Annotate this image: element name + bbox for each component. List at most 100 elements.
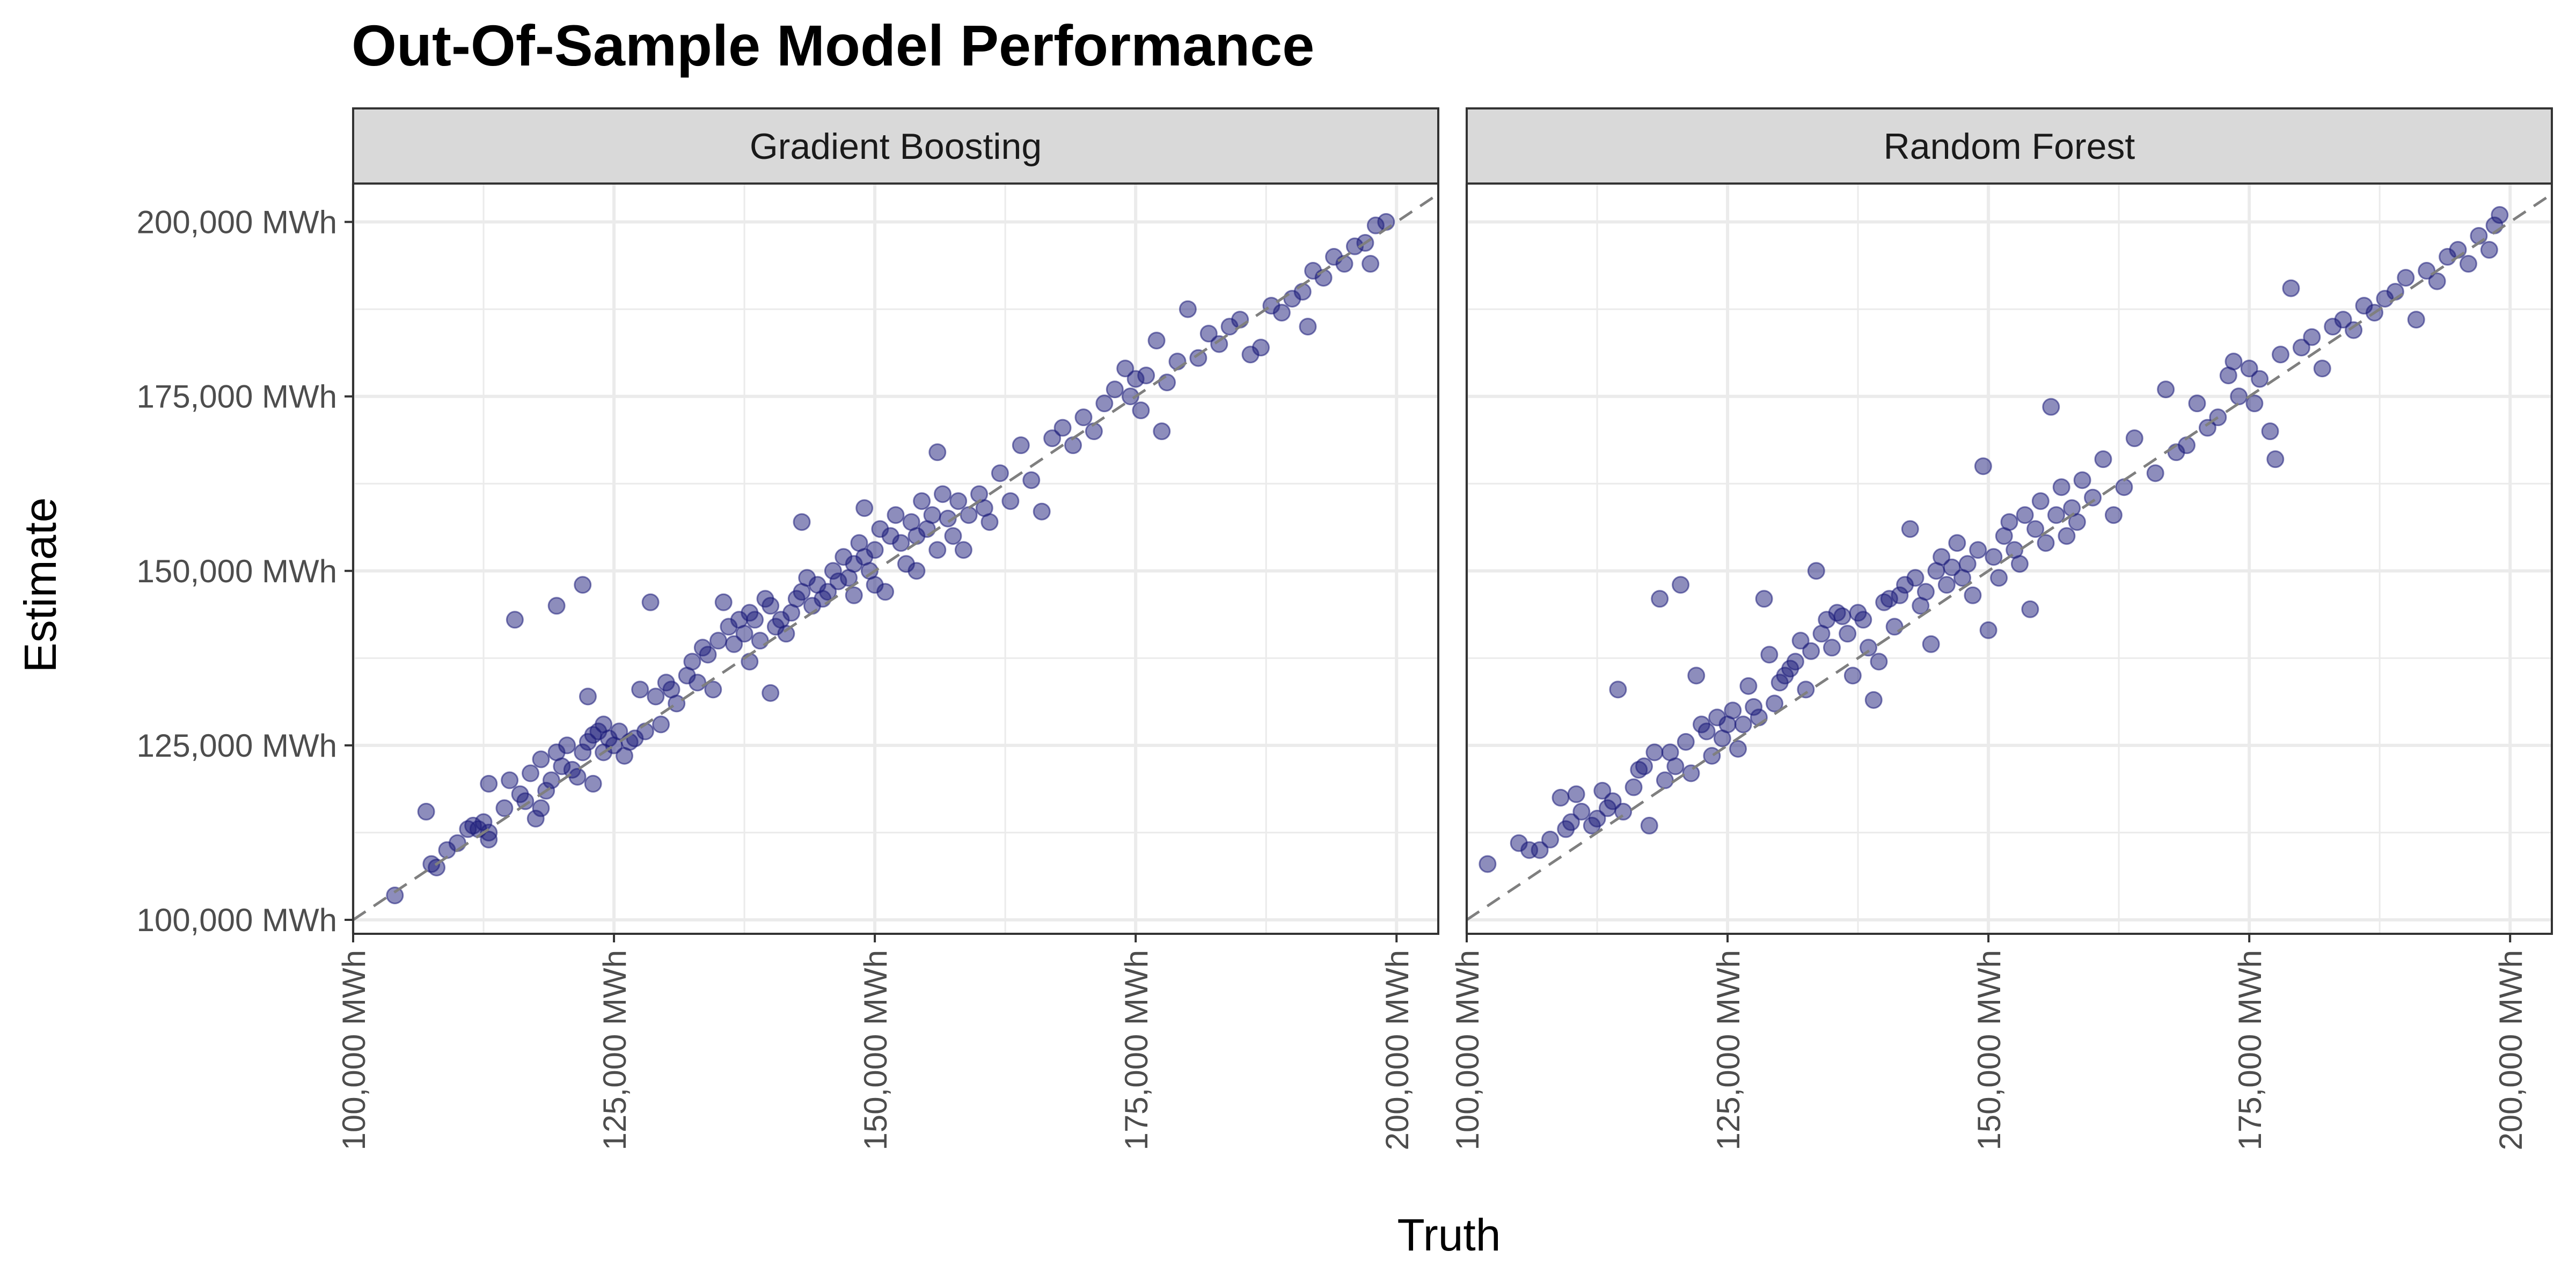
x-tick-label: 100,000 MWh [1450,950,1485,1151]
facet-strip [1466,107,2553,185]
data-point [2000,513,2018,531]
data-point [2104,506,2123,524]
data-point [1843,667,1862,685]
data-point [777,625,795,643]
data-point [1760,646,1779,664]
data-point [1651,590,1669,608]
data-point [558,736,576,755]
data-point [746,611,764,629]
data-point [1906,569,1924,587]
data-point [1635,757,1653,775]
data-point [892,534,910,552]
data-point [542,771,560,789]
data-point [1121,387,1139,406]
data-point [547,597,566,615]
data-point [1666,757,1685,775]
data-point [2334,311,2352,329]
data-point [2146,464,2164,482]
data-point [2261,422,2279,441]
data-point [1864,691,1883,709]
data-point [2047,506,2065,524]
x-tick-label: 150,000 MWh [858,950,894,1151]
y-tick-label: 175,000 MWh [136,379,337,415]
data-point [855,499,874,517]
data-point [939,509,957,528]
data-point [1755,590,1773,608]
data-point [1158,374,1176,392]
data-point [386,886,404,904]
data-point [1937,576,1956,594]
data-point [949,492,968,510]
facet-label: Random Forest [1884,126,2135,167]
data-point [1252,339,1270,357]
data-point [574,576,592,594]
data-point [1979,621,1997,639]
data-point [1870,653,1888,671]
plot-background [353,184,1438,934]
data-point [876,583,895,601]
data-point [1199,325,1218,343]
panel-border [1466,182,2553,935]
data-point [1588,809,1606,828]
data-point [647,687,665,706]
data-point [1703,747,1721,765]
data-point [1531,841,1549,859]
data-point [516,792,535,810]
y-tick-label: 100,000 MWh [136,902,337,938]
data-point [751,632,769,650]
data-point [2058,527,2076,545]
data-point [1839,625,1857,643]
data-point [2245,394,2264,413]
data-point [2272,346,2289,364]
data-point [584,774,602,793]
data-point [928,541,947,559]
data-point [1479,855,1497,873]
data-point [1791,632,1810,650]
data-point [1095,394,1114,413]
data-point [2266,450,2285,469]
data-point [1797,680,1815,699]
data-point [579,687,597,706]
data-point [1147,332,1166,350]
data-point [2480,241,2498,259]
data-point [1948,534,1966,552]
data-point [1969,541,1987,559]
data-point [866,541,884,559]
data-point [1153,422,1171,441]
data-point [1053,419,1072,437]
data-point [506,611,524,629]
y-axis: 100,000 MWh 125,000 MWh 150,000 MWh 175,000… [136,204,353,938]
data-point [1001,492,1020,510]
data-point [641,593,660,611]
x-tick-label: 175,000 MWh [1118,950,1154,1151]
data-point [2292,339,2310,357]
reference-line [352,193,1439,921]
data-point [1990,569,2008,587]
data-point [501,771,519,789]
x-tick-label: 125,000 MWh [597,950,633,1151]
data-point [1593,781,1612,800]
data-point [762,684,780,702]
data-point [2094,450,2112,469]
data-point [2031,492,2050,510]
data-point [2021,600,2039,618]
data-point [845,586,863,604]
data-point [683,653,701,671]
data-point [913,492,931,510]
data-point [2397,269,2415,287]
data-point [2282,279,2300,297]
data-point [1807,562,1825,580]
data-point [819,583,837,601]
data-point [417,802,435,821]
data-point [1724,701,1742,720]
data-point [980,513,999,531]
data-point [699,646,717,664]
data-point [2428,272,2446,290]
data-point [2010,555,2029,573]
data-point [2188,394,2206,413]
data-point [714,593,733,611]
data-point [1541,830,1560,848]
x-tick-label: 175,000 MWh [2232,950,2268,1151]
x-axis-title: Truth [1397,1210,1501,1260]
